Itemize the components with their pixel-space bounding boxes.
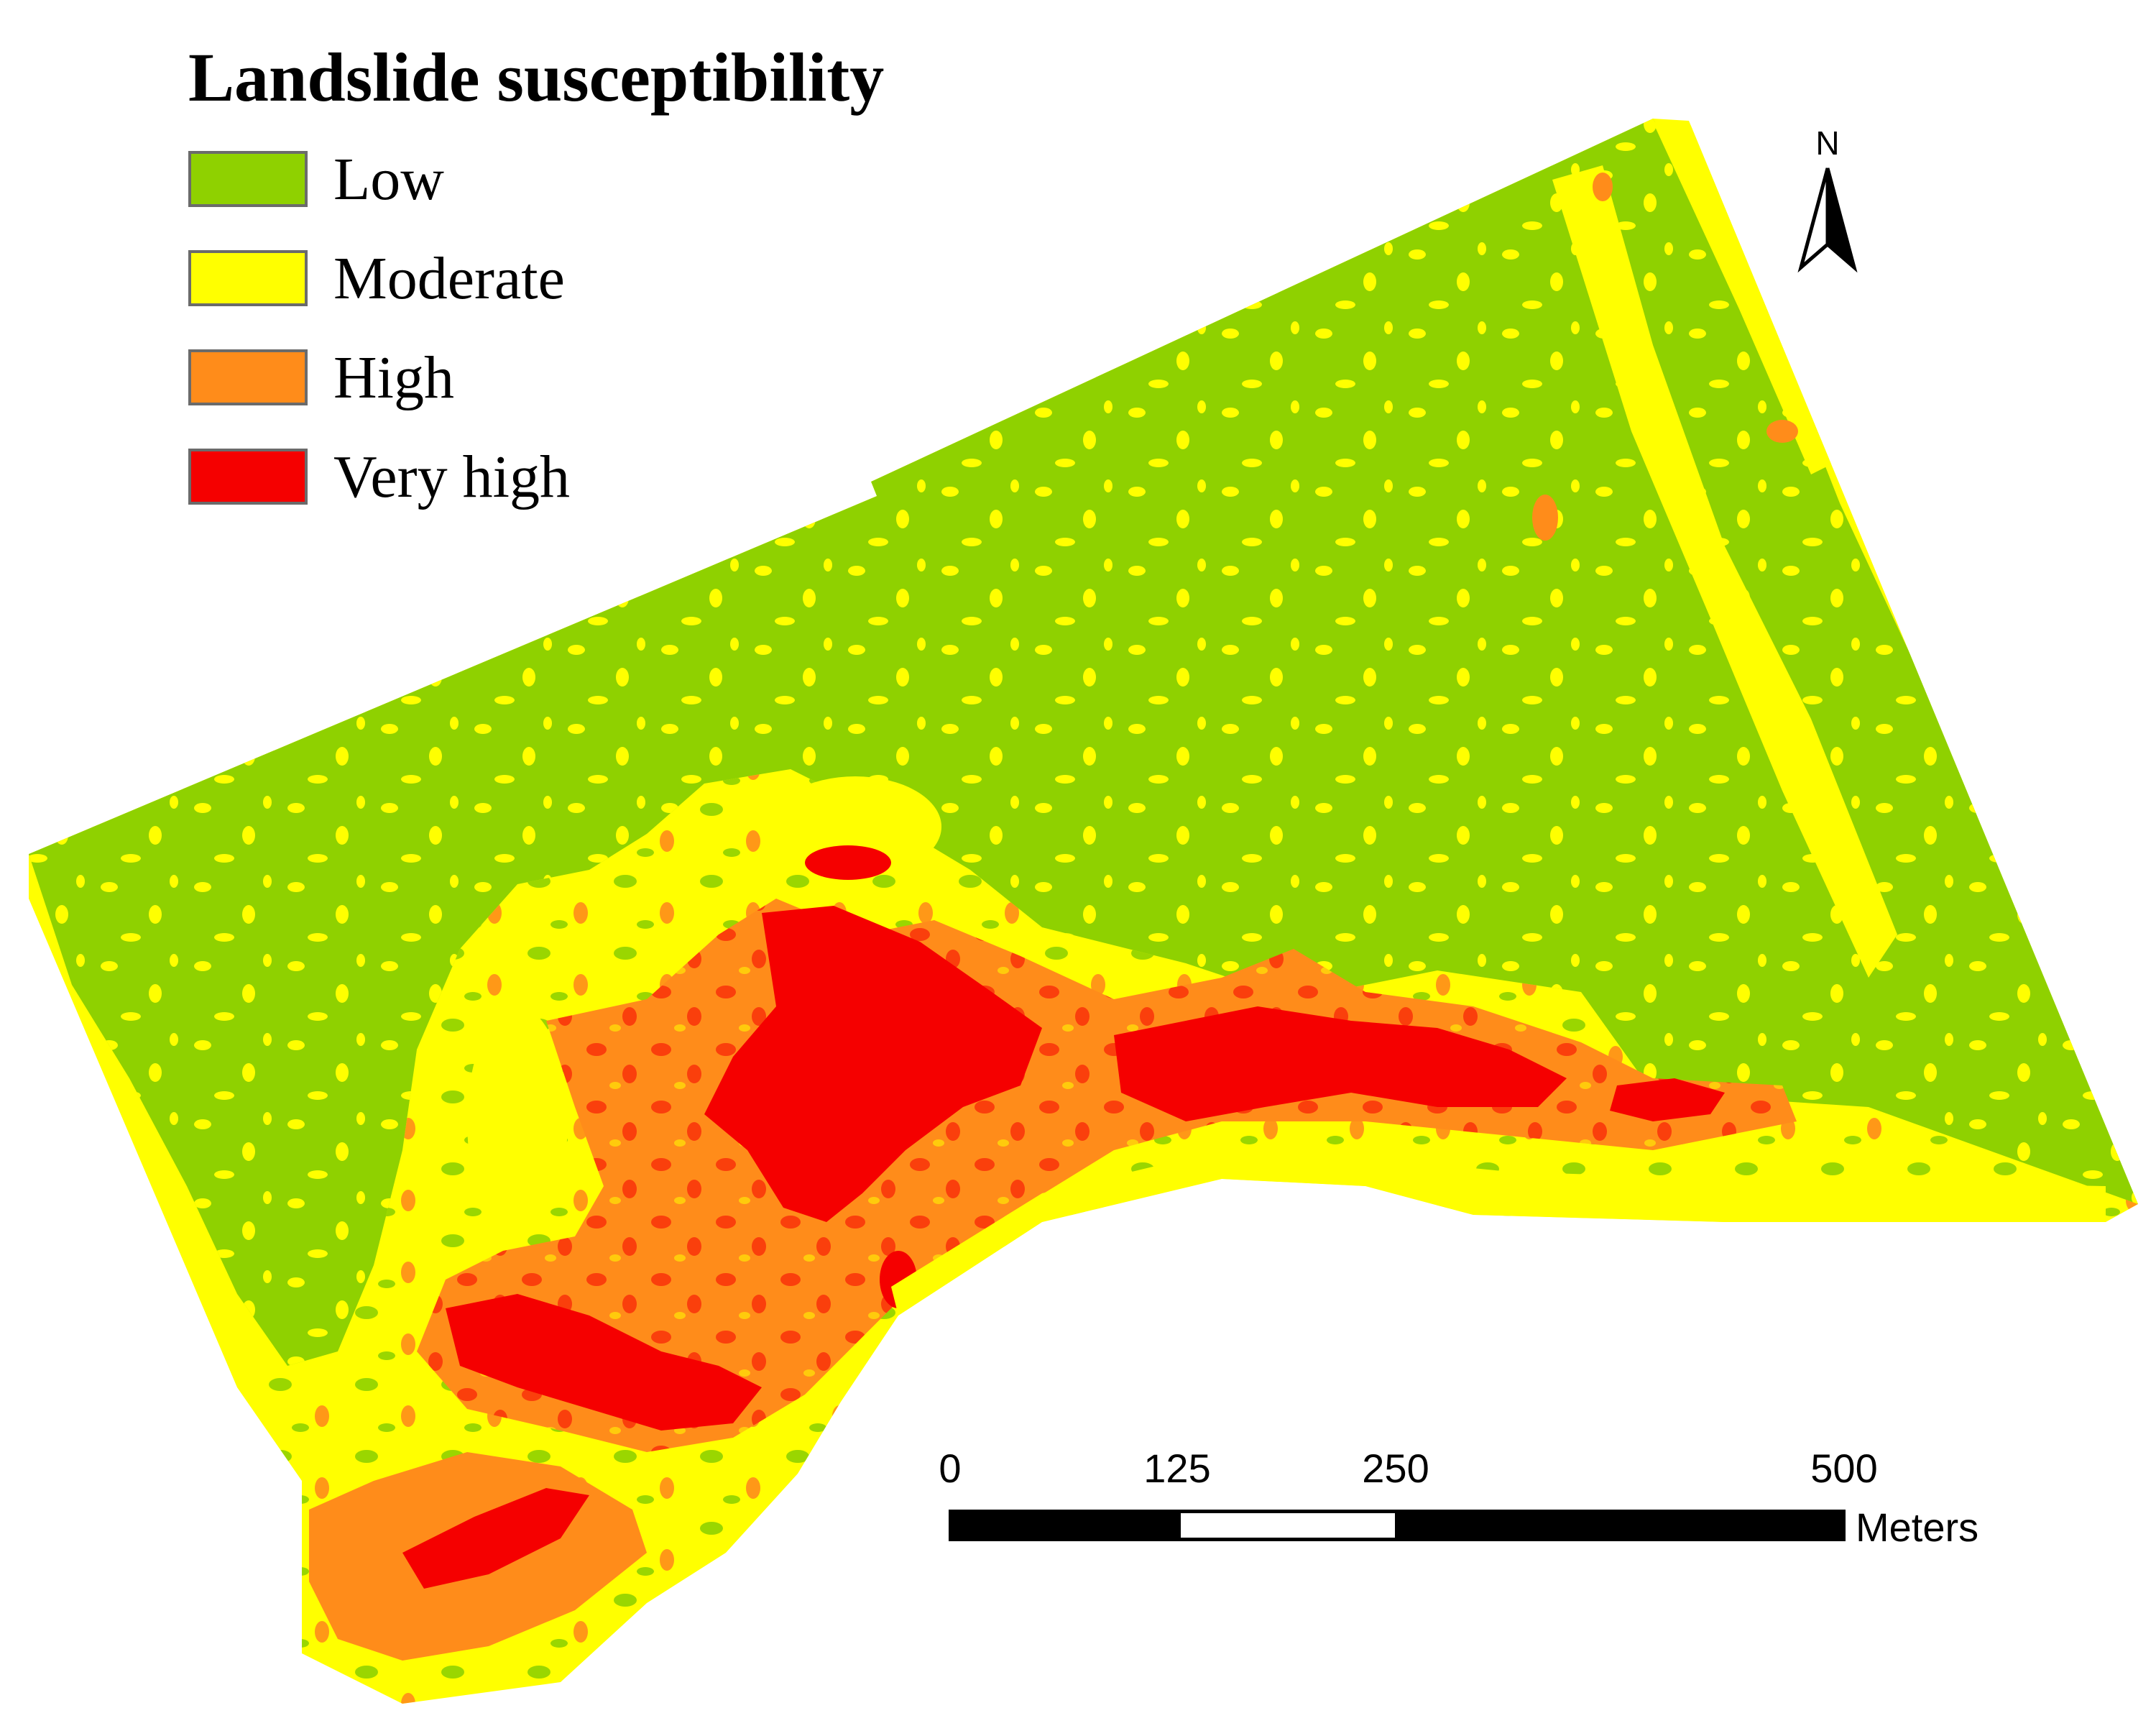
very-high-core-2 xyxy=(1114,1006,1567,1121)
very-high-core-3 xyxy=(446,1294,762,1431)
legend: Landslide susceptibility Low Moderate Hi… xyxy=(188,37,884,546)
north-arrow: N xyxy=(1795,124,1860,275)
legend-item-low: Low xyxy=(188,146,884,213)
legend-label-low: Low xyxy=(333,145,444,213)
legend-swatch-moderate xyxy=(188,250,308,306)
legend-swatch-high xyxy=(188,349,308,405)
legend-swatch-low xyxy=(188,151,308,207)
scale-segment-125-250 xyxy=(1177,1510,1399,1541)
scale-segment-250-500 xyxy=(1396,1510,1846,1541)
scale-segment-0-125 xyxy=(949,1510,1180,1541)
scale-tick-250: 250 xyxy=(1362,1446,1429,1491)
legend-item-moderate: Moderate xyxy=(188,245,884,312)
moderate-blob-center xyxy=(769,776,941,877)
very-high-core-4 xyxy=(402,1488,589,1589)
scale-tick-0: 0 xyxy=(939,1446,962,1491)
north-arrow-label: N xyxy=(1815,124,1840,162)
legend-item-high: High xyxy=(188,344,884,411)
legend-label-moderate: Moderate xyxy=(333,244,565,312)
legend-label-very-high: Very high xyxy=(333,443,570,510)
legend-label-high: High xyxy=(333,344,454,411)
scale-units: Meters xyxy=(1856,1505,1979,1550)
scale-tick-125: 125 xyxy=(1143,1446,1211,1491)
very-high-core-5 xyxy=(1610,1078,1725,1121)
north-arrow-icon xyxy=(1797,167,1858,273)
legend-swatch-very-high xyxy=(188,449,308,505)
scale-tick-500: 500 xyxy=(1810,1446,1878,1491)
moderate-blob-west xyxy=(467,1006,568,1236)
legend-item-very-high: Very high xyxy=(188,444,884,510)
scale-bar: 0 125 250 500 Meters xyxy=(934,1445,2012,1560)
legend-title: Landslide susceptibility xyxy=(188,39,885,116)
very-high-core-1 xyxy=(704,906,1042,1222)
moderate-strip-south xyxy=(891,1150,2106,1316)
